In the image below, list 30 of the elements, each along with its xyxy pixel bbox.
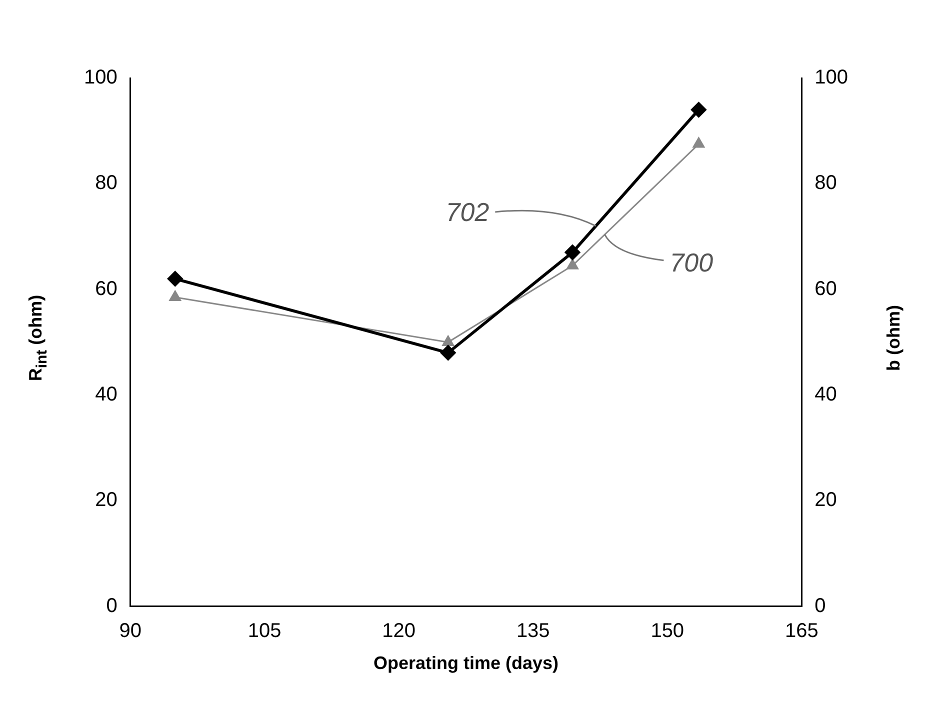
point	[442, 335, 454, 346]
x-axis-title: Operating time (days)	[373, 653, 559, 674]
point	[566, 258, 578, 270]
point	[168, 271, 183, 286]
point	[440, 345, 456, 360]
x-tick-label: 135	[516, 620, 550, 642]
y2-axis-title: b (ohm)	[884, 305, 904, 371]
x-tick-label: 90	[119, 620, 142, 642]
y-tick-label: 0	[106, 594, 118, 617]
point	[169, 290, 182, 302]
y2-tick-label: 40	[814, 384, 837, 406]
y2-tick-label: 60	[814, 278, 837, 300]
y2-tick-label: 20	[814, 489, 837, 512]
x-tick-label: 165	[784, 620, 818, 642]
x-tick-label: 120	[382, 620, 416, 642]
point	[691, 102, 706, 118]
y2-tick-label: 100	[814, 66, 848, 89]
y-tick-label: 60	[95, 278, 118, 300]
y-tick-label: 20	[95, 489, 118, 512]
point	[565, 244, 580, 260]
y-tick-label: 80	[95, 172, 118, 194]
y2-tick-label: 80	[814, 172, 837, 194]
x-tick-label: 105	[248, 620, 282, 642]
annotation: 700	[670, 248, 714, 278]
y-tick-label: 40	[95, 384, 118, 406]
y-tick-label: 100	[84, 66, 118, 89]
annotation: 702	[446, 197, 490, 228]
y2-tick-label: 0	[814, 594, 826, 617]
point	[692, 137, 705, 148]
x-tick-label: 150	[650, 620, 684, 642]
